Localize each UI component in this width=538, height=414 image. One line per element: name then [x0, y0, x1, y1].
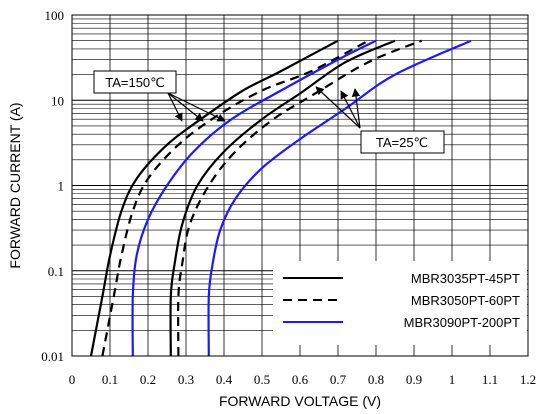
series-line-1	[101, 39, 369, 357]
x-tick-label: 1	[449, 372, 456, 387]
x-tick-label: 0.8	[368, 372, 384, 387]
y-tick-label: 0.01	[41, 349, 64, 364]
legend-label: MBR3050PT-60PT	[411, 293, 520, 308]
x-tick-label: 1.2	[520, 372, 536, 387]
series-line-0	[89, 39, 339, 357]
annotations: TA=150℃ TA=25℃	[93, 70, 445, 154]
x-tick-label: 0.7	[330, 372, 347, 387]
x-tick-label: 0.3	[178, 372, 194, 387]
legend-label: MBR3035PT-45PT	[411, 271, 520, 286]
x-axis-label: FORWARD VOLTAGE (V)	[219, 393, 381, 409]
series-line-3	[169, 39, 396, 357]
tick-labels: 0 0.1 0.2 0.3 0.4 0.5 0.6 0.7 0.8 0.9 1 1.1 1.2 0.01 0…	[41, 8, 536, 387]
y-tick-label: 1	[58, 179, 65, 194]
x-tick-label: 0.2	[140, 372, 156, 387]
plot-frame	[71, 14, 529, 357]
annotation-ta-25: TA=25℃	[376, 135, 428, 150]
series-layer	[89, 39, 472, 357]
annotation-arrow	[351, 88, 361, 129]
series-line-5	[207, 39, 472, 357]
annotation-arrow	[315, 86, 361, 129]
annotation-arrow	[167, 92, 226, 122]
x-tick-label: 0	[69, 372, 76, 387]
annotation-arrow	[340, 90, 361, 129]
legend-label: MBR3090PT-200PT	[404, 315, 520, 330]
y-tick-label: 0.1	[48, 264, 64, 279]
y-axis-label: FORWARD CURRENT (A)	[7, 102, 23, 268]
x-tick-label: 0.9	[406, 372, 422, 387]
x-tick-label: 0.5	[254, 372, 270, 387]
annotation-arrow	[167, 92, 183, 122]
y-tick-label: 100	[45, 8, 65, 23]
x-tick-label: 0.4	[216, 372, 233, 387]
legend-background	[273, 261, 527, 345]
series-line-2	[131, 39, 377, 357]
x-tick-label: 0.6	[292, 372, 309, 387]
x-tick-label: 0.1	[102, 372, 118, 387]
x-tick-label: 1.1	[482, 372, 498, 387]
series-line-4	[177, 39, 423, 357]
legend: MBR3035PT-45PT MBR3050PT-60PT MBR3090PT-20…	[273, 261, 527, 345]
annotation-ta-150: TA=150℃	[105, 75, 165, 90]
annotation-arrow	[167, 92, 204, 122]
y-tick-label: 10	[51, 93, 64, 108]
annotation-box-25	[360, 130, 445, 154]
annotation-box-150	[93, 70, 177, 94]
